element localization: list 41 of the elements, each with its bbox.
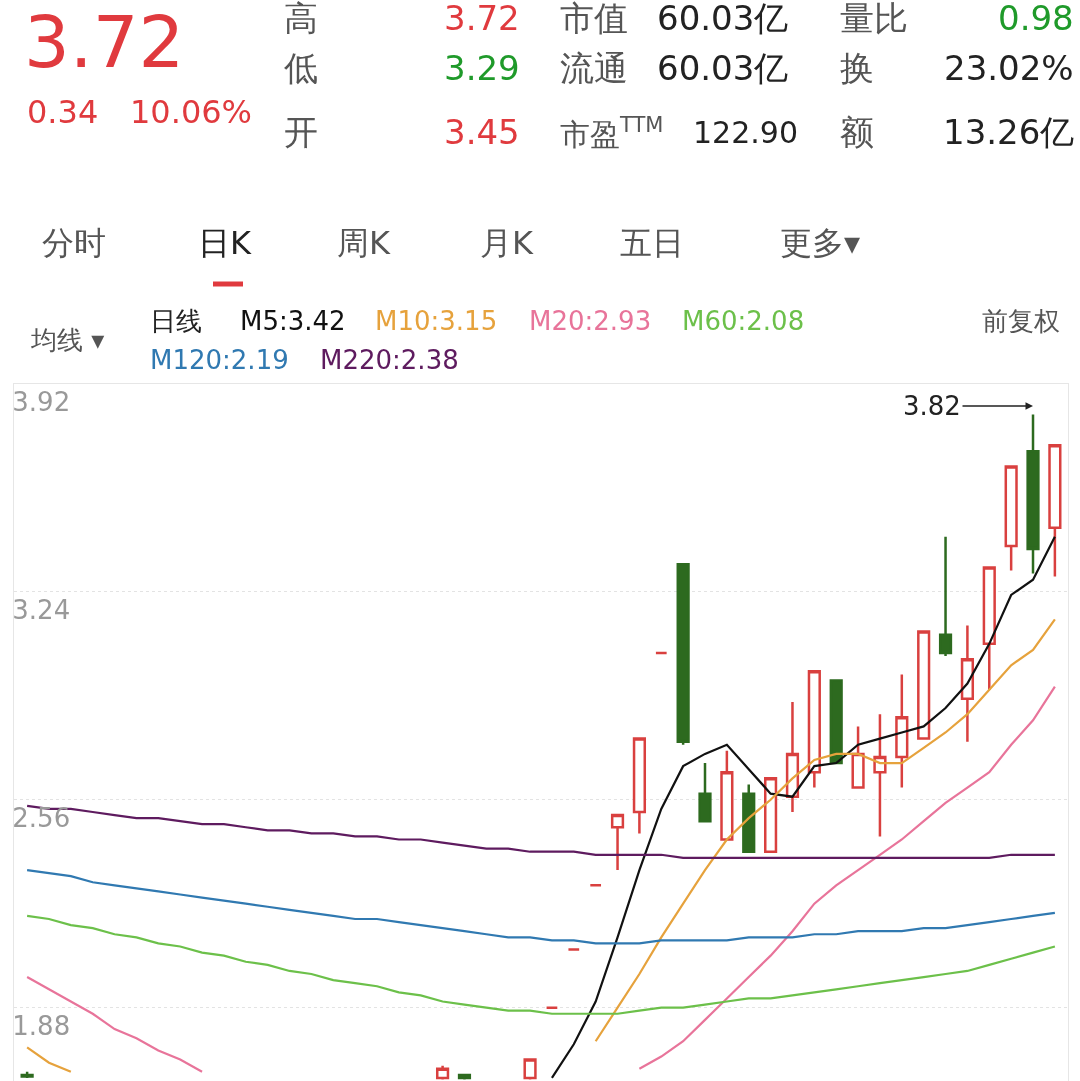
text: 0.98 [998,0,1074,38]
text: 日线 [150,306,202,336]
y-tick-label: 1.88 [12,1010,71,1041]
text: 高 [284,0,318,38]
text: 开 [284,112,318,152]
text: 日K [198,224,252,262]
annotation: 3.82 [903,391,961,421]
text: M5:3.42 [240,306,346,336]
text: 额 [840,112,874,152]
text: 3.29 [444,48,520,88]
text: 前复权 [982,306,1060,336]
text: 分时 [42,224,106,262]
text: 10.06% [130,93,253,131]
text: 量比 [840,0,908,38]
text: 3.45 [444,112,520,152]
text: 更多▾ [780,224,861,262]
text: M60:2.08 [682,306,805,336]
text: 3.72 [24,0,185,84]
text: 13.26亿 [943,112,1075,152]
text: 23.02% [944,48,1074,88]
y-tick-label: 2.56 [12,803,71,834]
y-tick-label: 3.24 [12,595,71,626]
text: 60.03亿 [657,0,789,38]
text: 月K [480,224,534,262]
text: 周K [337,224,391,262]
y-tick-label: 3.92 [12,387,71,418]
text: 换 [840,48,874,88]
text: 60.03亿 [657,48,789,88]
text: 122.90 [693,115,798,150]
text: 五日 [620,224,684,262]
text: 市值 [560,0,628,38]
text: 市盈$^{TTM}$ [560,113,664,152]
text: 流通 [560,48,628,88]
text: M220:2.38 [320,345,459,375]
text: M20:2.93 [529,306,652,336]
text: M120:2.19 [150,345,289,375]
text: 低 [284,48,318,88]
text: M10:3.15 [375,306,498,336]
text: 0.34 [27,93,99,131]
text: 均线 ▾ [30,325,105,355]
text: 3.72 [444,0,520,38]
